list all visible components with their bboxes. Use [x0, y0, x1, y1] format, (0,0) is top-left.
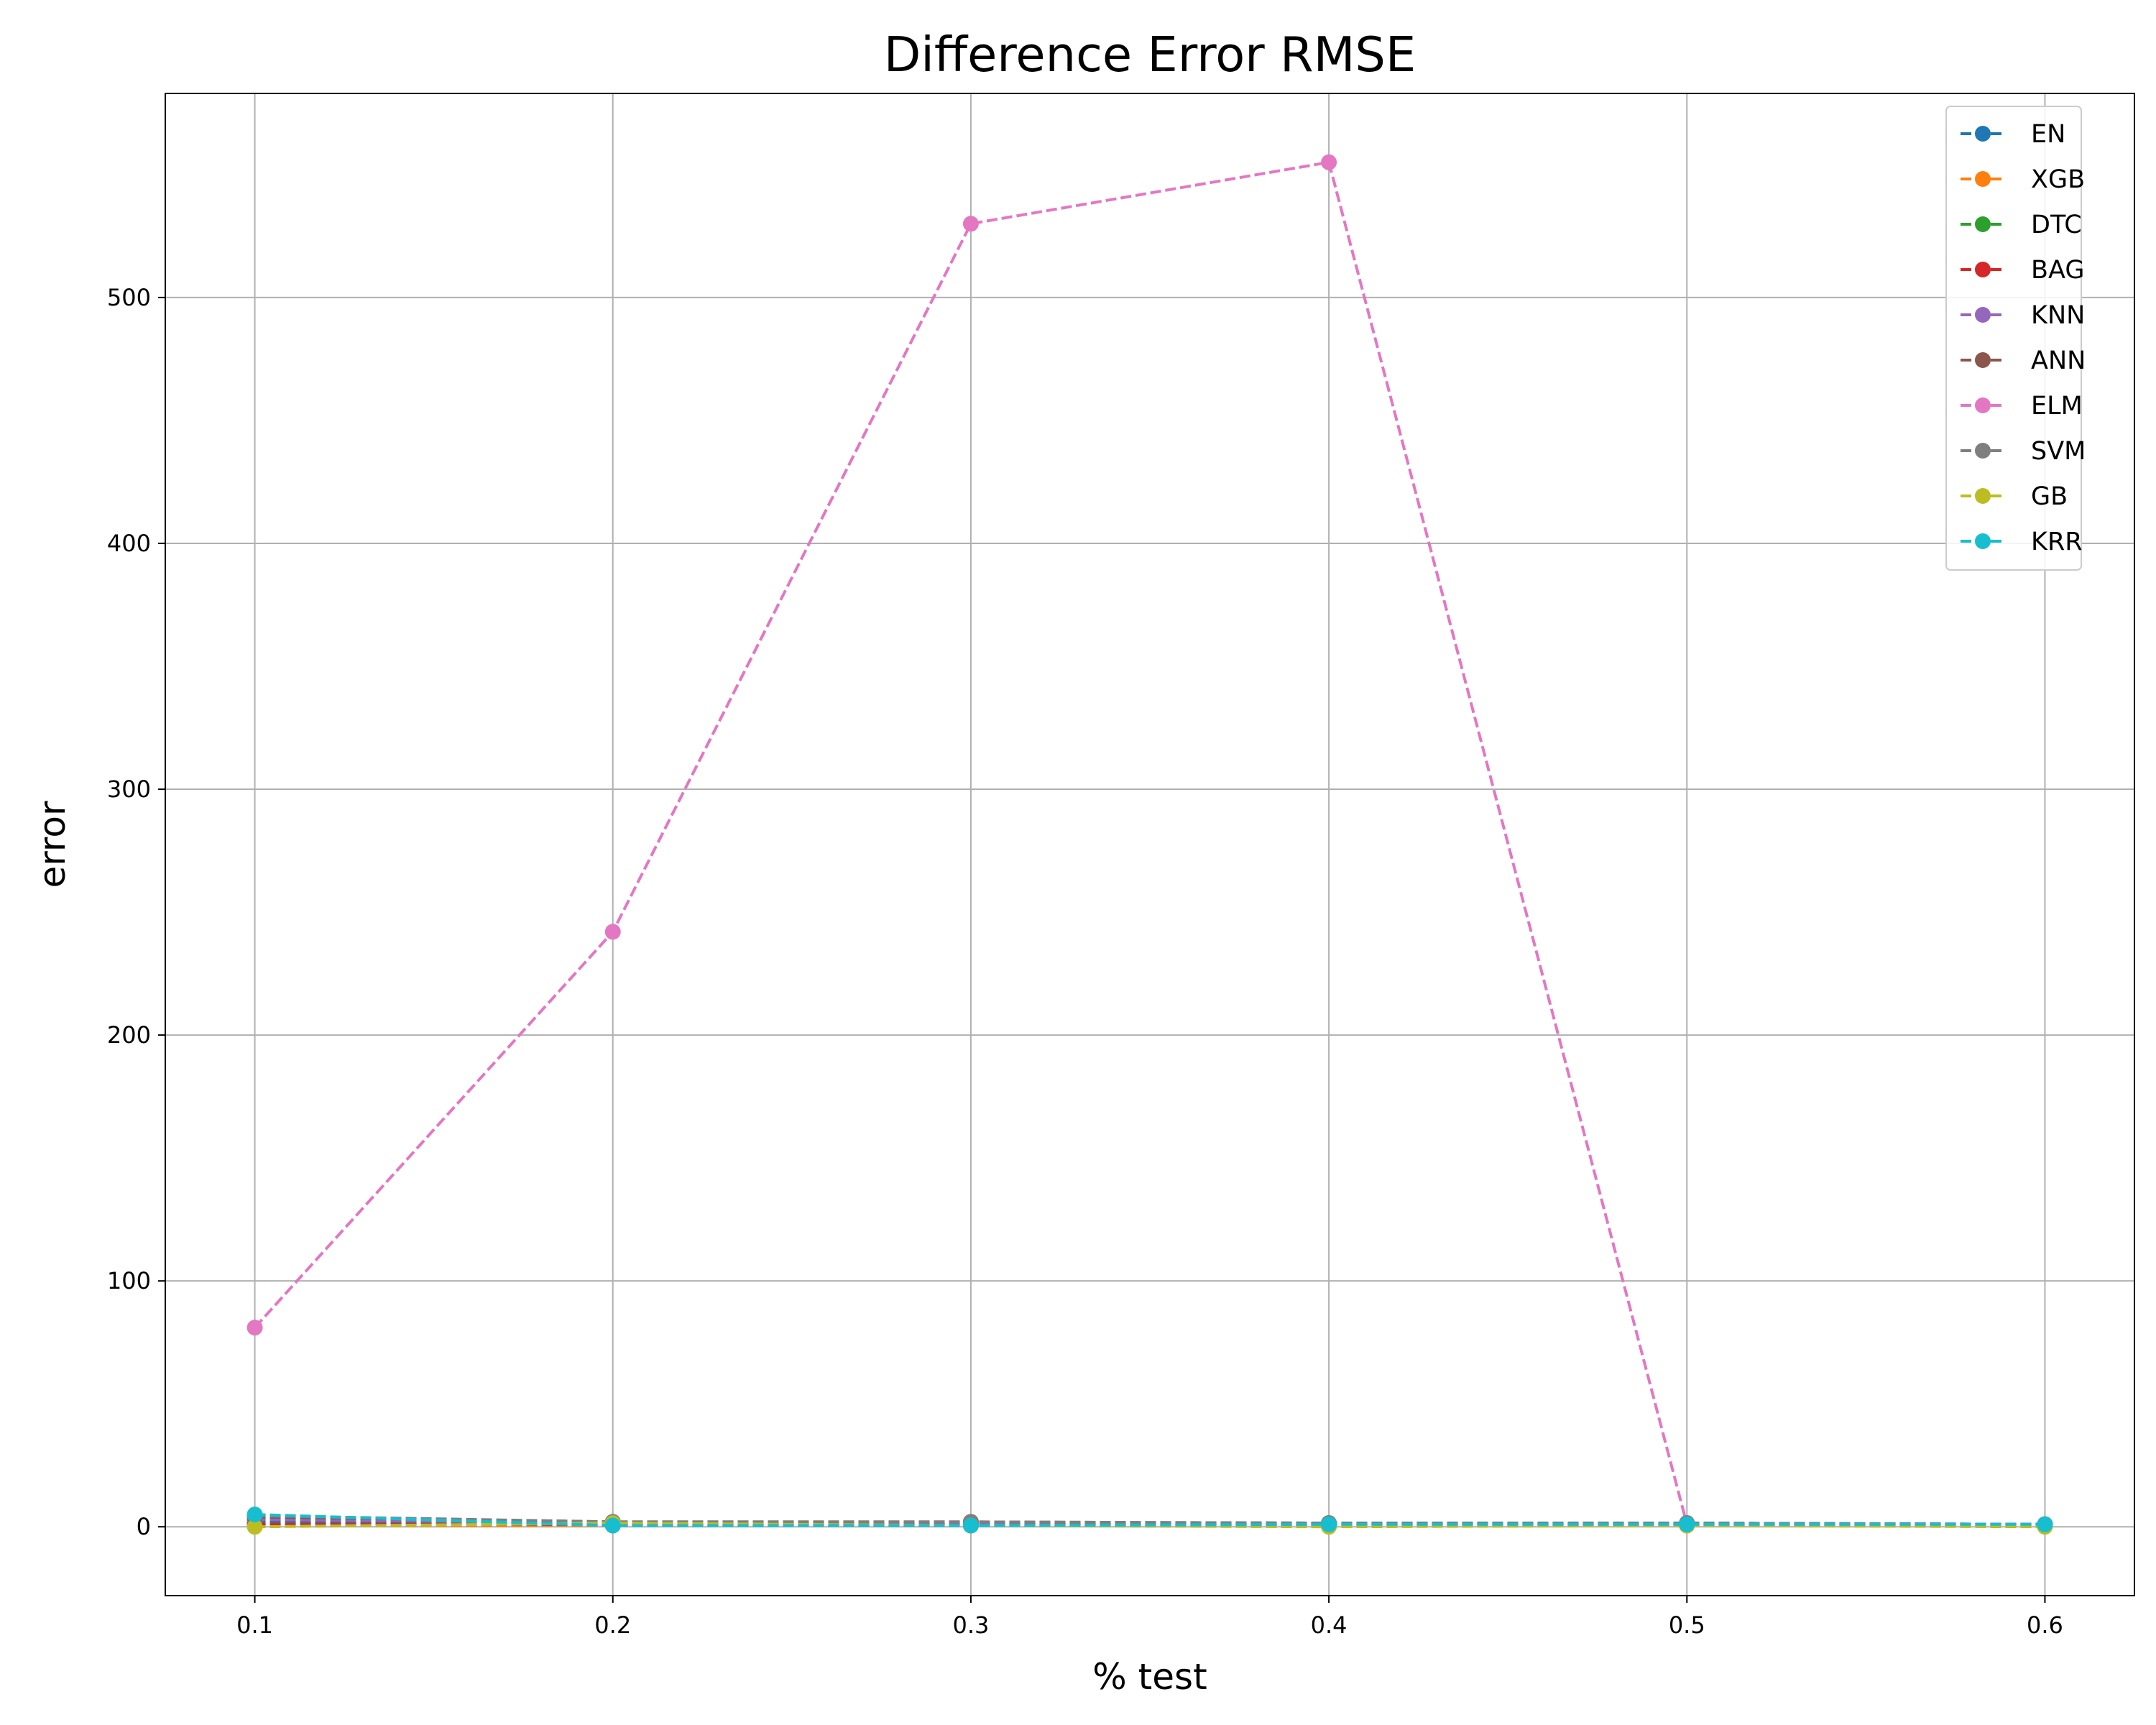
y-tick-label: 200 — [107, 1021, 151, 1049]
x-tick-label: 0.1 — [236, 1611, 273, 1639]
data-point-krr — [1679, 1516, 1695, 1532]
x-tick-label: 0.4 — [1311, 1611, 1348, 1639]
legend-marker-krr — [1975, 533, 1991, 549]
data-point-elm — [962, 216, 979, 232]
data-point-krr — [1321, 1516, 1337, 1532]
legend-label-knn: KNN — [2031, 301, 2085, 330]
x-axis-label: % test — [1092, 1656, 1207, 1698]
legend-marker-svm — [1975, 443, 1991, 459]
legend-marker-bag — [1975, 262, 1991, 277]
data-point-krr — [962, 1517, 979, 1534]
legend-label-elm: ELM — [2031, 392, 2083, 420]
plot-frame — [165, 93, 2135, 1596]
x-tick-label: 0.6 — [2027, 1611, 2063, 1639]
legend-label-dtc: DTC — [2031, 211, 2082, 239]
plot-area — [247, 154, 2053, 1535]
legend-label-bag: BAG — [2031, 256, 2084, 285]
x-axis: 0.1 0.2 0.3 0.4 0.5 0.6 — [236, 1596, 2063, 1639]
data-point-krr — [2037, 1516, 2053, 1532]
data-point-elm — [247, 1320, 263, 1336]
legend-marker-en — [1975, 126, 1991, 142]
legend-label-gb: GB — [2031, 482, 2068, 511]
legend-marker-knn — [1975, 307, 1991, 323]
data-point-krr — [604, 1517, 621, 1534]
legend-marker-xgb — [1975, 171, 1991, 187]
y-tick-label: 300 — [107, 776, 151, 803]
x-tick-label: 0.3 — [952, 1611, 989, 1639]
y-tick-label: 0 — [137, 1513, 151, 1540]
y-axis: 0 100 200 300 400 500 — [107, 284, 165, 1540]
grid-lines — [165, 93, 2134, 1596]
y-tick-label: 400 — [107, 530, 151, 557]
data-point-elm — [1321, 154, 1337, 170]
legend-label-ann: ANN — [2031, 346, 2086, 375]
legend-marker-ann — [1975, 352, 1991, 368]
data-point-elm — [604, 924, 621, 940]
y-axis-label: error — [32, 801, 73, 888]
legend-label-xgb: XGB — [2031, 165, 2085, 194]
chart-title: Difference Error RMSE — [884, 27, 1416, 83]
data-point-krr — [247, 1506, 263, 1523]
x-tick-label: 0.2 — [594, 1611, 631, 1639]
legend-label-en: EN — [2031, 120, 2065, 149]
y-tick-label: 100 — [107, 1267, 151, 1294]
legend: EN XGB DTC BAG KNN ANN ELM SVM GB KRR — [1945, 106, 2086, 571]
legend-marker-elm — [1975, 397, 1991, 413]
legend-marker-dtc — [1975, 216, 1991, 232]
legend-label-svm: SVM — [2031, 437, 2086, 466]
series-line-svm — [254, 1514, 2045, 1526]
data-point-gb — [247, 1519, 263, 1535]
legend-marker-gb — [1975, 488, 1991, 504]
series-line-elm — [254, 160, 1689, 1525]
y-tick-label: 500 — [107, 284, 151, 311]
legend-label-krr: KRR — [2031, 528, 2083, 556]
series-line-krr — [254, 1513, 2045, 1527]
x-tick-label: 0.5 — [1669, 1611, 1705, 1639]
